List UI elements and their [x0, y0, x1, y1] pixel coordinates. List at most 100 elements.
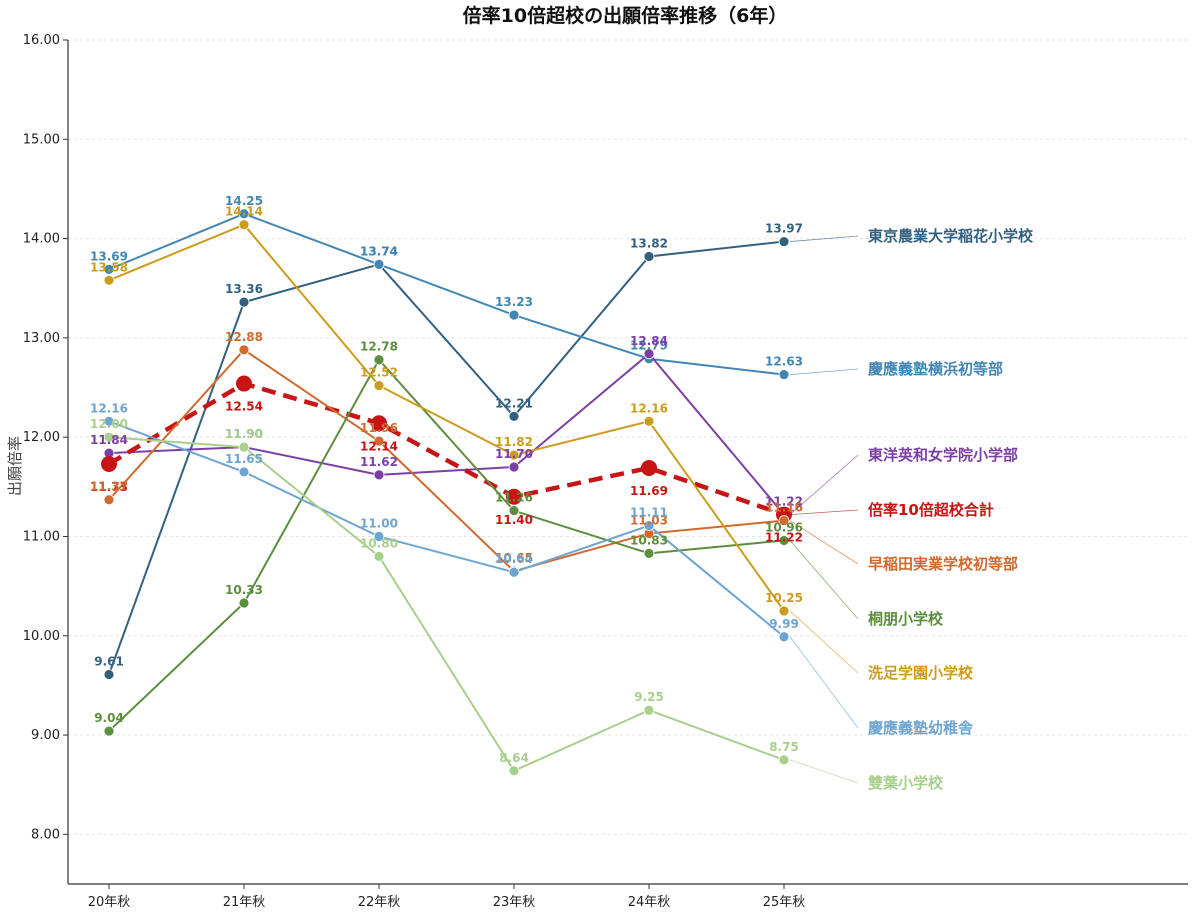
series-8-point — [103, 431, 115, 443]
series-5-point — [778, 535, 790, 546]
series-2-point — [643, 348, 655, 360]
series-4-data-label: 11.03 — [630, 513, 668, 527]
series-6-point — [508, 449, 520, 461]
series-5-line — [108, 358, 785, 732]
series-3-data-label: 11.73 — [90, 480, 128, 494]
series-5-data-label: 10.83 — [630, 533, 668, 547]
series-6-legend-label: 洗足学園小学校 — [868, 664, 974, 682]
y-tick-label: 14.00 — [23, 232, 60, 247]
series-8-data-label: 9.25 — [634, 690, 664, 704]
series-3-point — [641, 459, 657, 476]
series-3-point — [506, 488, 522, 505]
series-5-data-label: 9.04 — [94, 711, 124, 725]
series-0-point — [778, 236, 790, 247]
series-7-point — [238, 466, 250, 478]
series-8-legend-connector — [789, 759, 859, 784]
y-tick-label: 16.00 — [23, 33, 60, 48]
series-7-legend-connector — [789, 636, 859, 729]
series-4-point — [238, 344, 250, 356]
series-6-point — [373, 380, 385, 391]
series-4-point — [778, 515, 790, 526]
series-1-point — [373, 259, 385, 270]
x-tick-label: 20年秋 — [88, 895, 131, 910]
series-5-point — [103, 725, 115, 737]
series-4-data-label: 11.16 — [765, 501, 803, 515]
series-5-point — [373, 354, 385, 366]
data-labels: 9.6113.3613.7412.2113.8213.9713.6914.251… — [90, 194, 803, 765]
series-3-legend-label: 倍率10倍超校合計 — [868, 501, 994, 519]
series-7-data-label: 10.64 — [495, 552, 533, 566]
series-1-point — [103, 263, 115, 275]
series-2-legend-connector — [789, 454, 859, 515]
series-7-data-label: 11.00 — [360, 516, 398, 530]
series-8-point — [373, 550, 385, 562]
series-1-legend-label: 慶應義塾横浜初等部 — [868, 360, 1003, 378]
series-1-point — [238, 208, 250, 220]
y-axis-label: 出願倍率 — [6, 436, 24, 496]
series-7-data-label: 9.99 — [769, 617, 799, 631]
series-4-point — [373, 435, 385, 447]
series-6-data-label: 12.52 — [360, 366, 398, 380]
series-0-point — [643, 251, 655, 262]
series-7-data-label: 12.16 — [90, 401, 128, 415]
series-7-point — [643, 520, 655, 531]
series-5-point — [643, 547, 655, 559]
y-tick-label: 11.00 — [23, 529, 60, 544]
series-8-point — [238, 441, 250, 453]
series-5-data-label: 10.96 — [765, 520, 803, 534]
series-1-data-label: 12.63 — [765, 355, 803, 369]
series-lines — [101, 208, 792, 777]
series-2-data-label: 11.62 — [360, 455, 398, 469]
series-8-point — [643, 704, 655, 716]
series-1-data-label: 13.74 — [360, 244, 398, 258]
series-6-data-label: 10.25 — [765, 591, 803, 605]
series-6-point — [643, 415, 655, 427]
series-3-point — [371, 415, 387, 432]
series-1-data-label: 13.23 — [495, 295, 533, 309]
series-8-line — [108, 436, 785, 772]
series-3-data-label: 11.22 — [765, 531, 803, 545]
series-5-point — [508, 505, 520, 517]
series-7-line — [108, 420, 785, 638]
series-7-legend-label: 慶應義塾幼稚舎 — [868, 719, 974, 737]
series-6-legend-connector — [789, 610, 859, 674]
series-0-data-label: 13.36 — [225, 282, 263, 296]
series-5-legend-connector — [789, 540, 859, 620]
series-0-data-label: 9.61 — [94, 654, 124, 668]
series-4-data-label: 11.37 — [90, 480, 128, 494]
series-7-point — [508, 566, 520, 578]
series-0-point — [508, 410, 520, 422]
series-2-data-label: 11.70 — [495, 447, 533, 461]
legend: 東京農業大学稲花小学校慶應義塾横浜初等部東洋英和女学院小学部倍率10倍超校合計早… — [789, 227, 1034, 792]
series-0-data-label: 13.74 — [360, 244, 398, 258]
series-3-point — [236, 375, 252, 392]
y-tick-label: 8.00 — [31, 827, 60, 842]
series-3-data-label: 12.14 — [360, 439, 398, 453]
series-7-data-label: 11.65 — [225, 452, 263, 466]
series-3-legend-connector — [789, 509, 859, 516]
series-6-point — [103, 274, 115, 286]
series-2-legend-label: 東洋英和女学院小学部 — [868, 446, 1018, 464]
series-8-data-label: 8.75 — [769, 740, 799, 754]
series-0-legend-label: 東京農業大学稲花小学校 — [868, 227, 1034, 245]
series-8-data-label: 10.80 — [360, 536, 398, 550]
series-6-data-label: 11.82 — [495, 435, 533, 449]
y-tick-label: 15.00 — [23, 132, 60, 147]
series-2-point — [508, 461, 520, 473]
y-tick-label: 9.00 — [31, 728, 60, 743]
series-1-point — [778, 369, 790, 381]
series-8-data-label: 8.64 — [499, 751, 529, 765]
series-1-data-label: 12.79 — [630, 339, 668, 353]
series-8-point — [778, 754, 790, 766]
series-7-point — [103, 415, 115, 427]
series-0-legend-connector — [789, 235, 859, 242]
x-tick-label: 25年秋 — [763, 895, 806, 910]
x-tick-label: 22年秋 — [358, 895, 401, 910]
series-0-point — [238, 296, 250, 308]
axes: 8.00 9.00 10.00 11.00 12.00 13.00 14.00 15.00 16… — [23, 33, 1188, 910]
series-6-data-label: 14.14 — [225, 205, 263, 219]
series-1-data-label: 14.25 — [225, 194, 263, 208]
series-6-line — [108, 223, 785, 612]
series-5-data-label: 11.26 — [495, 491, 533, 505]
